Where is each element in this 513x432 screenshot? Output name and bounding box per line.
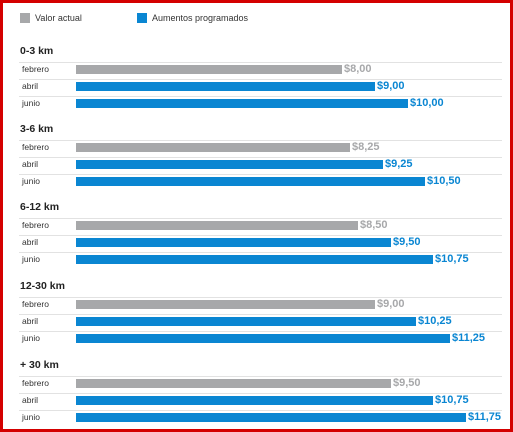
group-title: + 30 km — [20, 359, 59, 371]
bar-programmed — [76, 177, 425, 186]
value-label: $8,25 — [352, 141, 380, 153]
legend-swatch-programmed — [137, 13, 147, 23]
value-label: $9,00 — [377, 298, 405, 310]
bar-actual — [76, 221, 358, 230]
value-label: $11,75 — [468, 411, 502, 423]
row-divider — [19, 218, 502, 219]
row-divider — [19, 96, 502, 97]
bar-actual — [76, 143, 350, 152]
row-divider — [19, 62, 502, 63]
bar-programmed — [76, 334, 450, 343]
bar-actual — [76, 379, 391, 388]
value-label: $10,75 — [435, 253, 469, 265]
value-label: $8,50 — [360, 219, 388, 231]
row-divider — [19, 174, 502, 175]
bar-actual — [76, 65, 342, 74]
row-divider — [19, 79, 502, 80]
group-title: 0-3 km — [20, 45, 54, 57]
month-label: junio — [22, 176, 40, 186]
bar-programmed — [76, 317, 416, 326]
legend-swatch-actual — [20, 13, 30, 23]
month-label: junio — [22, 333, 40, 343]
legend-label-actual: Valor actual — [35, 13, 82, 23]
value-label: $10,50 — [427, 175, 461, 187]
row-divider — [19, 140, 502, 141]
bar-actual — [76, 300, 375, 309]
row-divider — [19, 297, 502, 298]
value-label: $9,25 — [385, 158, 413, 170]
bar-programmed — [76, 99, 408, 108]
legend-item-actual: Valor actual — [20, 11, 82, 25]
month-label: abril — [22, 316, 39, 326]
month-label: junio — [22, 254, 40, 264]
row-divider — [19, 157, 502, 158]
row-divider — [19, 252, 502, 253]
month-label: abril — [22, 159, 39, 169]
month-label: febrero — [22, 299, 49, 309]
row-divider — [19, 314, 502, 315]
row-divider — [19, 393, 502, 394]
group-title: 12-30 km — [20, 280, 65, 292]
row-divider — [19, 331, 502, 332]
month-label: febrero — [22, 220, 49, 230]
row-divider — [19, 235, 502, 236]
value-label: $10,25 — [418, 315, 452, 327]
month-label: febrero — [22, 378, 49, 388]
value-label: $10,75 — [435, 394, 469, 406]
group-title: 3-6 km — [20, 123, 54, 135]
bar-programmed — [76, 82, 375, 91]
bar-programmed — [76, 160, 383, 169]
month-label: junio — [22, 98, 40, 108]
month-label: abril — [22, 395, 39, 405]
legend-item-programmed: Aumentos programados — [137, 11, 248, 25]
bar-programmed — [76, 255, 433, 264]
bar-programmed — [76, 413, 466, 422]
month-label: febrero — [22, 64, 49, 74]
value-label: $11,25 — [452, 332, 486, 344]
legend-label-programmed: Aumentos programados — [152, 13, 249, 23]
bar-programmed — [76, 396, 433, 405]
value-label: $10,00 — [410, 97, 444, 109]
month-label: febrero — [22, 142, 49, 152]
row-divider — [19, 376, 502, 377]
legend: Valor actual Aumentos programados — [3, 11, 513, 25]
month-label: abril — [22, 237, 39, 247]
group-title: 6-12 km — [20, 201, 60, 213]
value-label: $9,50 — [393, 236, 421, 248]
row-divider — [19, 410, 502, 411]
value-label: $9,00 — [377, 80, 405, 92]
month-label: abril — [22, 81, 39, 91]
month-label: junio — [22, 412, 40, 422]
value-label: $8,00 — [344, 63, 372, 75]
value-label: $9,50 — [393, 377, 421, 389]
bar-programmed — [76, 238, 391, 247]
